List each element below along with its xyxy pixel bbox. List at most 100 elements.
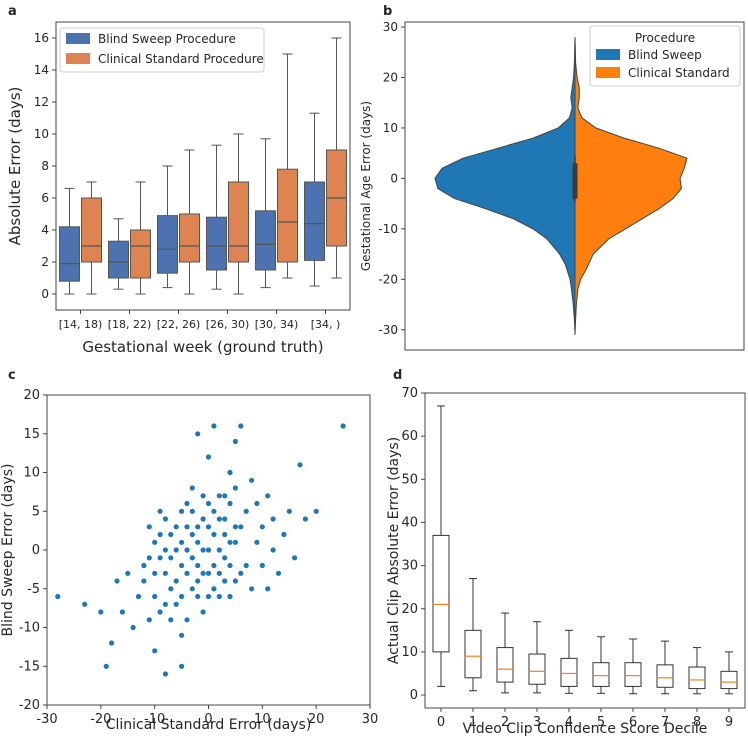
d-ytick-label: 70 xyxy=(401,386,418,401)
a-xtick-label: [30, 34) xyxy=(255,318,299,331)
a-ytick-label: 12 xyxy=(34,95,49,109)
c-scatter-point xyxy=(249,477,255,483)
a-blind-box xyxy=(255,210,276,271)
d-box xyxy=(464,629,482,679)
c-scatter-point xyxy=(232,578,238,584)
c-scatter-point xyxy=(238,423,244,429)
c-scatter-point xyxy=(119,609,125,615)
a-xtick-label: [14, 18) xyxy=(59,318,103,331)
c-ytick-label: 20 xyxy=(23,388,40,403)
d-ylabel: Actual Clip Absolute Error (days) xyxy=(386,437,402,664)
c-ytick-label: -15 xyxy=(19,659,40,674)
c-scatter-point xyxy=(168,586,174,592)
c-scatter-point xyxy=(152,648,158,654)
c-scatter-point xyxy=(179,632,185,638)
c-scatter-point xyxy=(146,524,152,530)
d-box xyxy=(688,666,706,690)
c-scatter-point xyxy=(184,547,190,553)
c-scatter-point xyxy=(216,547,222,553)
d-xtick-label: 2 xyxy=(501,715,509,730)
a-xlabel: Gestational week (ground truth) xyxy=(82,338,323,356)
c-ytick-label: -10 xyxy=(19,621,40,636)
c-scatter-point xyxy=(130,624,136,631)
a-xtick-label: [26, 30) xyxy=(206,318,250,331)
c-scatter-point xyxy=(103,663,109,669)
d-xlabel: Video Clip Confidence Score Decile xyxy=(463,721,708,736)
c-scatter-point xyxy=(265,493,271,499)
d-xtick-label: 6 xyxy=(629,715,637,730)
c-scatter-point xyxy=(173,547,179,553)
b-legend-label: Clinical Standard xyxy=(628,66,730,80)
c-scatter-point xyxy=(205,547,212,553)
c-scatter-point xyxy=(292,555,298,561)
a-clinical-box xyxy=(277,168,298,263)
c-scatter-point xyxy=(168,555,174,561)
c-scatter-point xyxy=(222,555,228,561)
c-scatter-point xyxy=(205,593,212,600)
c-scatter-point xyxy=(189,485,195,491)
a-legend-swatch xyxy=(66,53,90,64)
c-ytick-label: 10 xyxy=(23,466,40,481)
a-xtick-label: [22, 26) xyxy=(157,318,201,331)
d-xtick-label: 3 xyxy=(533,715,541,730)
c-scatter-point xyxy=(195,578,201,584)
a-ylabel: Absolute Error (days) xyxy=(6,87,24,246)
c-scatter-point xyxy=(205,570,212,576)
c-scatter-point xyxy=(270,516,276,522)
c-scatter-point xyxy=(157,555,163,561)
c-scatter-point xyxy=(313,508,319,514)
c-scatter-point xyxy=(259,562,265,569)
c-scatter-point xyxy=(179,508,185,514)
d-ytick-label: 60 xyxy=(401,429,418,444)
c-scatter-point xyxy=(200,547,206,553)
c-scatter-point xyxy=(168,617,174,623)
c-scatter-point xyxy=(173,524,179,530)
c-scatter-point xyxy=(254,539,260,545)
panel-a-box-chart: 0 2 4 6 8 10 12 14 16 [14, 18) [18, 22) [22, 26) [26… xyxy=(6,21,351,356)
c-ytick-label: 15 xyxy=(23,427,40,442)
a-ytick-label: 6 xyxy=(41,191,49,205)
c-scatter-point xyxy=(265,586,271,592)
a-legend-swatch xyxy=(66,33,90,44)
c-scatter-point xyxy=(232,438,238,445)
a-legend: Blind Sweep Procedure Clinical Standard P… xyxy=(59,27,265,73)
c-scatter-point xyxy=(184,524,190,530)
c-scatter-point xyxy=(152,593,158,600)
d-ytick-label: 20 xyxy=(401,602,418,617)
a-ytick-label: 4 xyxy=(41,223,49,237)
d-xtick-label: 4 xyxy=(565,715,573,730)
d-box xyxy=(496,647,514,683)
c-scatter-point xyxy=(82,601,88,607)
c-scatter-point xyxy=(162,601,168,607)
d-xtick-label: 1 xyxy=(469,715,477,730)
c-scatter-point xyxy=(205,454,212,460)
c-xtick-label: -30 xyxy=(36,712,57,727)
c-scatter-point xyxy=(55,593,61,600)
c-scatter-point xyxy=(232,485,238,491)
d-box xyxy=(592,662,610,687)
c-scatter-point xyxy=(340,423,346,429)
d-ytick-label: 0 xyxy=(410,688,418,703)
c-scatter-point xyxy=(179,663,185,669)
c-scatter-point xyxy=(152,539,158,545)
d-xtick-label: 8 xyxy=(693,715,701,730)
c-scatter-point xyxy=(205,524,212,530)
d-ytick-label: 50 xyxy=(401,472,418,487)
a-legend-label: Blind Sweep Procedure xyxy=(98,32,236,46)
panel-letter-a: a xyxy=(8,4,17,19)
c-scatter-point xyxy=(281,531,287,538)
a-xtick-label: [18, 22) xyxy=(108,318,152,331)
b-violin-blind xyxy=(434,37,576,335)
c-scatter-point xyxy=(162,570,168,576)
c-scatter-point xyxy=(211,562,217,569)
c-scatter-point xyxy=(184,570,190,576)
c-scatter-point xyxy=(146,555,152,561)
c-ylabel: Blind Sweep Error (days) xyxy=(0,463,16,636)
a-blind-box xyxy=(108,240,129,279)
c-ytick-label: 0 xyxy=(32,543,40,558)
c-scatter-point xyxy=(232,539,238,545)
c-scatter-point xyxy=(200,493,206,499)
c-scatter-point xyxy=(184,500,190,507)
b-legend-frame xyxy=(589,25,741,87)
